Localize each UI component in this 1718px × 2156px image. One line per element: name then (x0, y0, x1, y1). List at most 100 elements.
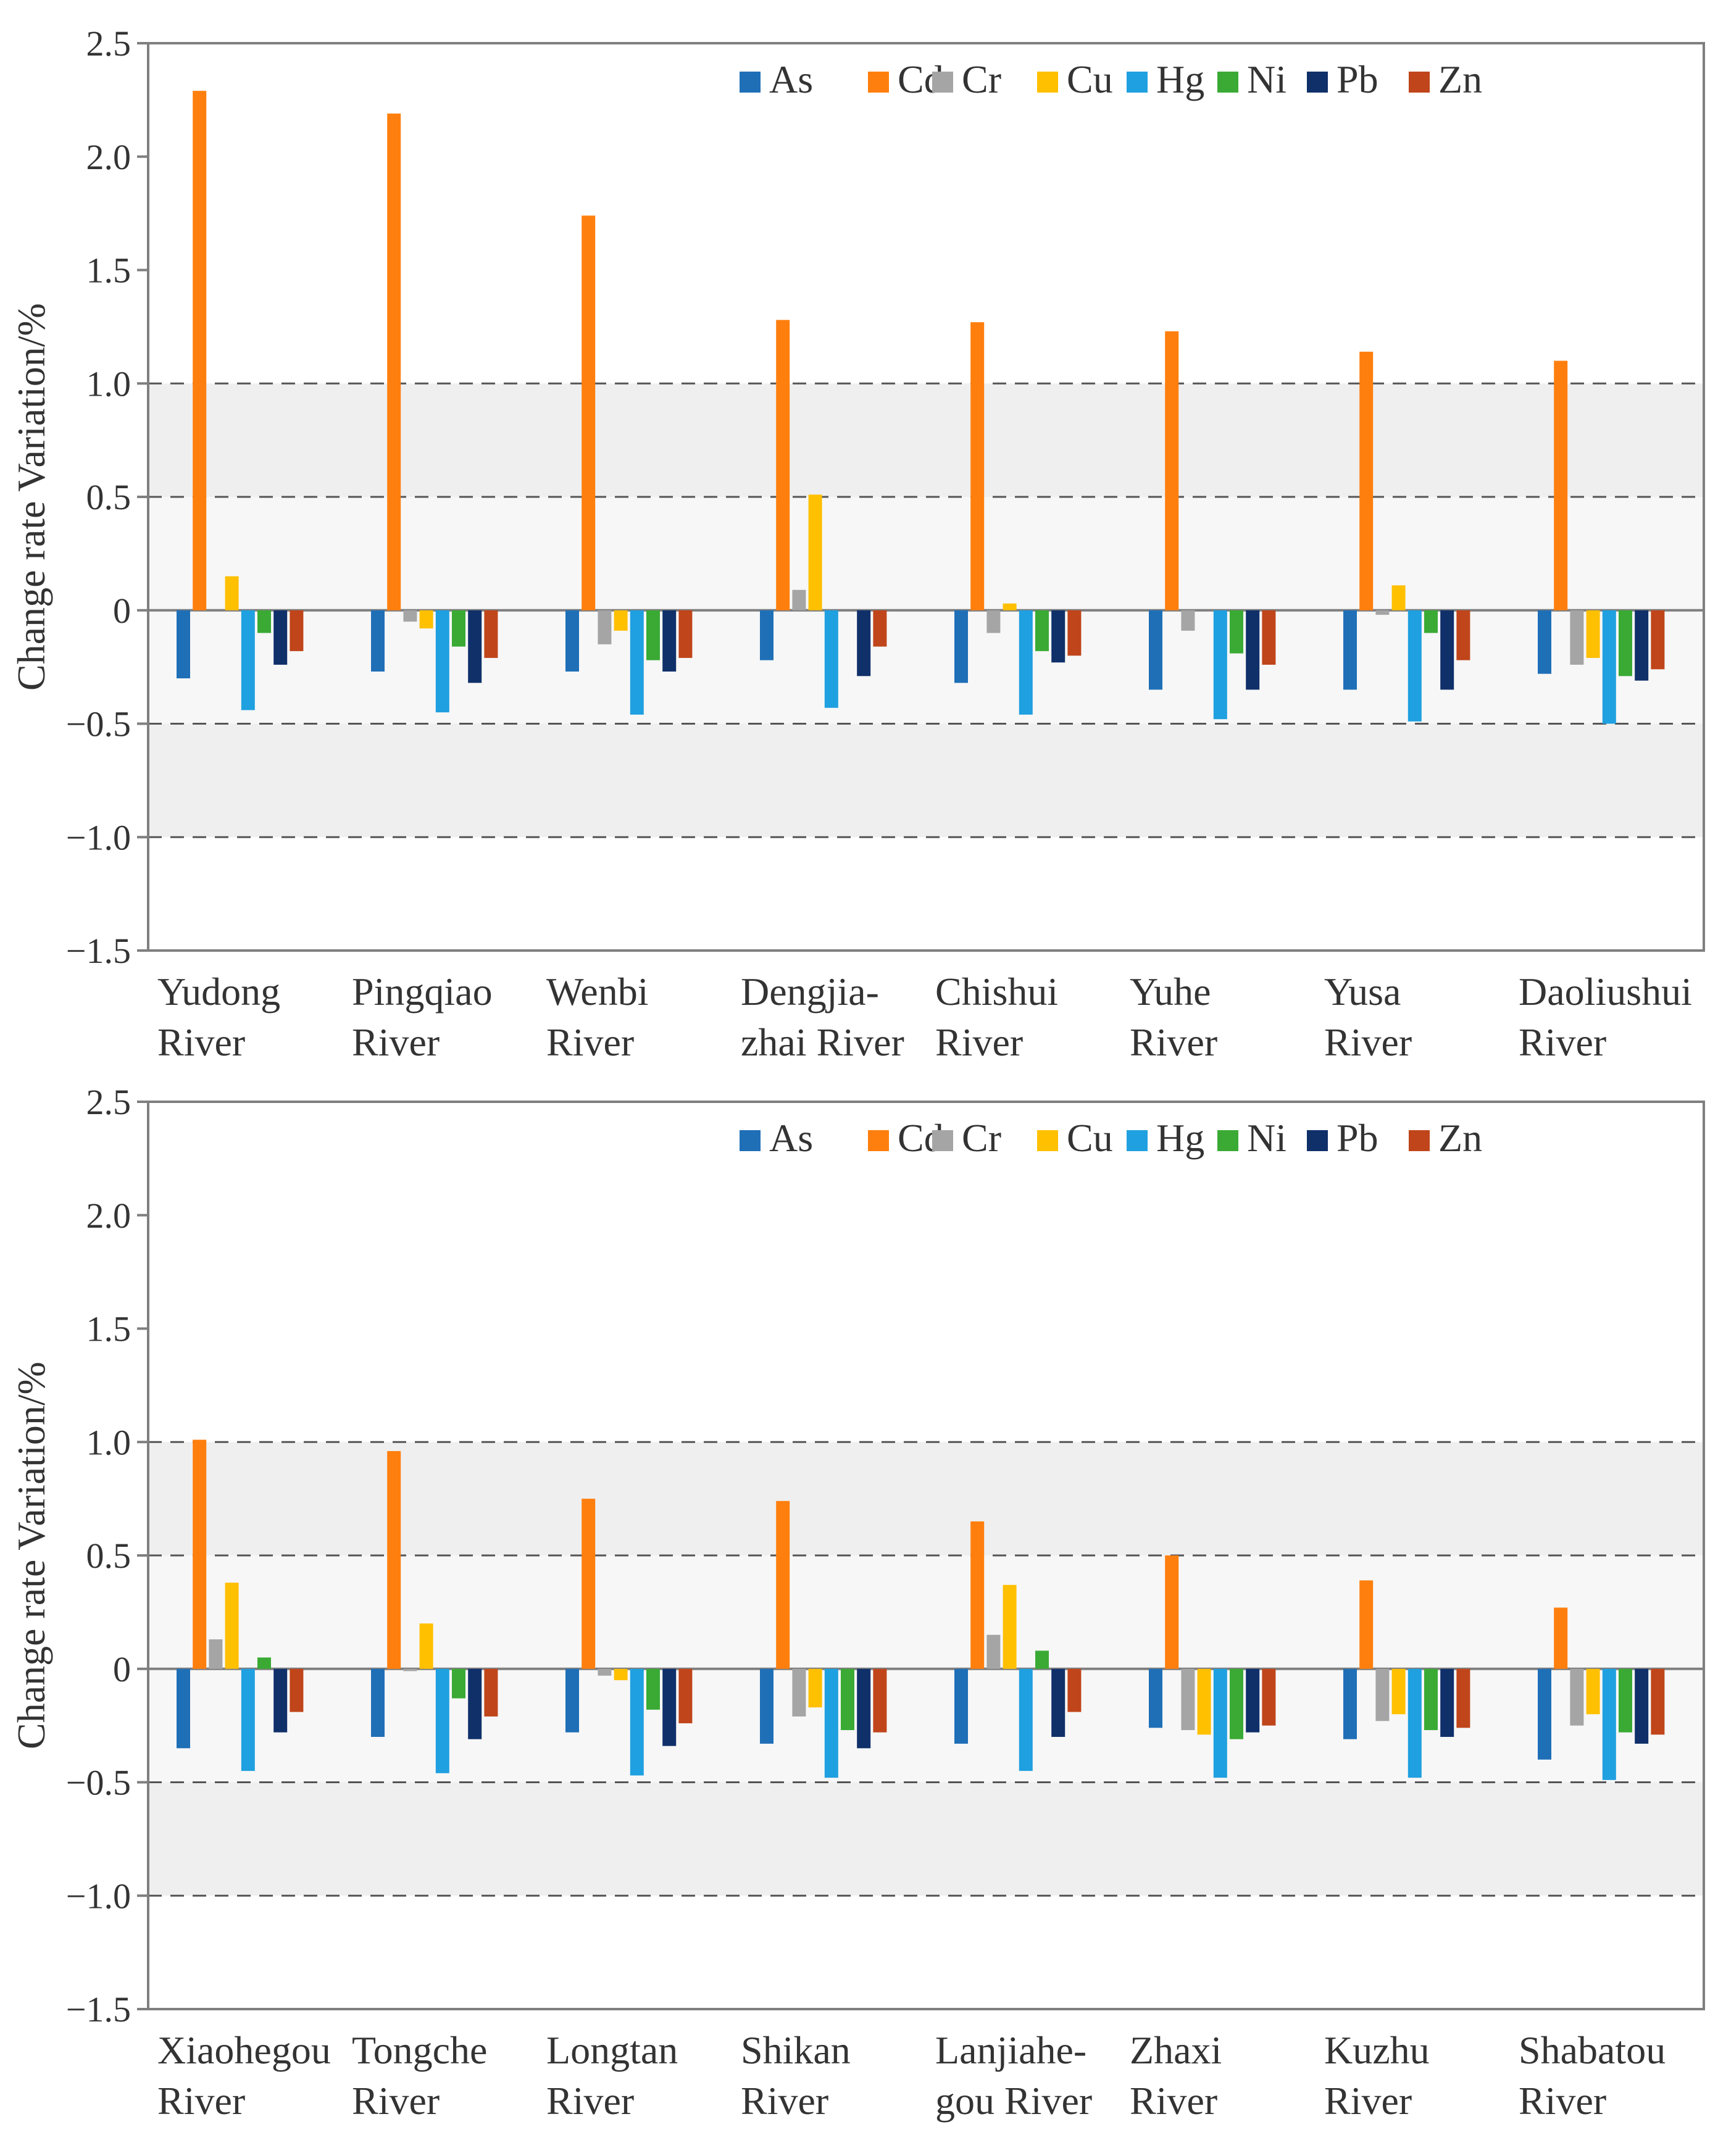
bar-pb (468, 610, 482, 683)
bar-cd (193, 91, 207, 610)
legend-swatch-ni (1217, 1130, 1238, 1151)
bar-as (177, 610, 190, 678)
bar-as (1149, 1668, 1162, 1728)
bar-hg (241, 1668, 255, 1771)
bar-as (1538, 1668, 1551, 1760)
legend-label-hg: Hg (1156, 57, 1204, 101)
x-category-label: Yusa River (1324, 970, 1412, 1064)
bar-cd (1554, 1607, 1568, 1669)
bar-pb (662, 610, 677, 672)
bar-ni (1230, 610, 1243, 654)
y-tick-label: 2.0 (86, 137, 131, 177)
y-tick-label: 0.5 (86, 477, 131, 517)
bar-cd (193, 1439, 207, 1669)
bar-zn (678, 1668, 693, 1723)
bar-hg (1213, 1668, 1227, 1778)
legend-label-pb: Pb (1336, 1116, 1378, 1160)
bar-hg (824, 1668, 838, 1778)
bar-as (1149, 610, 1162, 690)
bar-cr (1570, 1668, 1584, 1726)
bar-cr (403, 610, 417, 622)
legend-label-hg: Hg (1156, 1116, 1204, 1160)
y-axis-label: Change rate Variation/% (9, 303, 53, 691)
x-category-label: Wenbi River (546, 970, 648, 1064)
legend-swatch-pb (1307, 1130, 1328, 1151)
y-tick-label: −1.5 (66, 1989, 131, 2029)
x-category-label: Yuhe River (1130, 970, 1217, 1064)
bar-zn (1651, 1668, 1665, 1735)
bar-ni (257, 1657, 271, 1669)
bar-cd (387, 113, 401, 610)
bar-as (760, 1668, 774, 1744)
bar-zn (1067, 1668, 1082, 1712)
bar-ni (452, 610, 465, 647)
legend-swatch-pb (1307, 72, 1328, 93)
legend-label-cr: Cr (962, 57, 1001, 101)
bar-ni (1035, 1650, 1049, 1669)
y-tick-label: −1.0 (66, 1876, 131, 1916)
bar-hg (241, 610, 255, 710)
bar-hg (435, 1668, 449, 1773)
bar-cu (1003, 603, 1017, 610)
plot-frame (147, 42, 1705, 952)
bar-hg (1407, 610, 1422, 722)
bar-pb (1440, 1668, 1454, 1737)
bar-ni (841, 1668, 854, 1730)
legend-swatch-cr (932, 72, 953, 93)
bar-cr (792, 1668, 806, 1717)
bar-as (954, 610, 968, 683)
bar-as (371, 1668, 385, 1737)
bar-pb (662, 1668, 677, 1746)
bar-cr (792, 589, 806, 610)
bar-cd (387, 1451, 401, 1669)
bar-hg (1602, 1668, 1616, 1780)
legend-label-as: As (769, 1116, 813, 1160)
bar-as (177, 1668, 190, 1749)
bar-cd (970, 322, 985, 610)
y-tick-label: 2.5 (86, 1082, 131, 1122)
bar-pb (1635, 1668, 1649, 1744)
y-tick-label: −0.5 (66, 704, 131, 744)
y-tick-label: 1.5 (86, 251, 131, 291)
bar-cr (1570, 610, 1584, 665)
legend-swatch-hg (1127, 72, 1148, 93)
bar-ni (1619, 1668, 1632, 1733)
y-tick-label: −0.5 (66, 1763, 131, 1803)
bar-as (1343, 1668, 1357, 1739)
bar-pb (1635, 610, 1649, 681)
x-category-label: Daoliushui River (1519, 970, 1692, 1064)
bar-zn (290, 610, 304, 651)
legend-swatch-hg (1127, 1130, 1148, 1151)
legend-swatch-cu (1037, 72, 1058, 93)
bar-zn (1262, 610, 1276, 665)
y-tick-label: 2.0 (86, 1196, 131, 1236)
bar-cu (1391, 1668, 1406, 1715)
y-tick-label: −1.0 (66, 817, 131, 857)
bar-cu (614, 1668, 628, 1681)
legend-swatch-zn (1409, 72, 1430, 93)
chart-panel-1: 2.5 2.0 1.5 1.0 0.5 0 −0.5 −1.0 −1.5 Change rate … (9, 23, 1705, 1064)
bar-cd (970, 1521, 985, 1669)
legend-label-ni: Ni (1247, 1116, 1286, 1160)
bar-hg (1019, 610, 1033, 715)
bar-cd (582, 215, 596, 610)
bar-zn (484, 1668, 498, 1717)
bar-pb (273, 610, 288, 665)
bar-cu (225, 576, 239, 610)
bar-cd (1554, 360, 1568, 610)
bar-cu (419, 1623, 433, 1669)
bar-as (760, 610, 774, 660)
bar-cu (1586, 1668, 1600, 1715)
x-category-label: Longtan River (546, 2028, 678, 2123)
bar-cu (1391, 585, 1406, 610)
x-category-label: Kuzhu River (1324, 2028, 1430, 2123)
bar-hg (1407, 1668, 1422, 1778)
bar-hg (1602, 610, 1616, 724)
legend-label-as: As (769, 57, 813, 101)
bar-cd (1165, 1555, 1179, 1669)
bar-cu (419, 610, 433, 629)
y-tick-label: 0.5 (86, 1536, 131, 1576)
bar-cu (614, 610, 628, 631)
bar-pb (857, 1668, 871, 1749)
